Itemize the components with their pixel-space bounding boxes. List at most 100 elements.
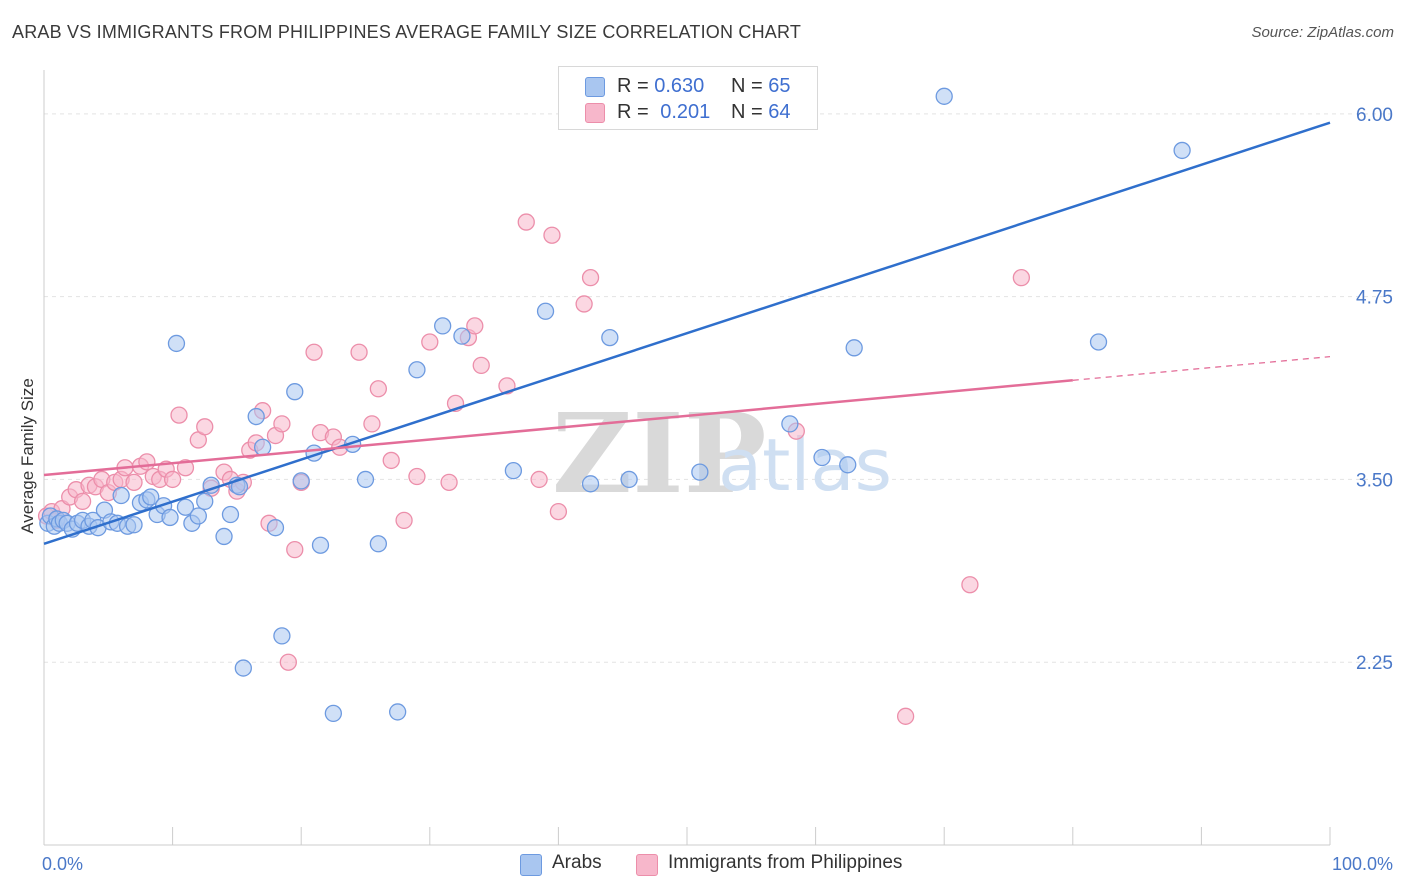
arabs-point-57 bbox=[813, 448, 831, 467]
philippines-point-46 bbox=[382, 451, 400, 470]
series-arabs bbox=[39, 87, 1191, 723]
arabs-point-31 bbox=[215, 527, 233, 546]
bottom-legend-swatch-arabs bbox=[520, 854, 542, 876]
arabs-point-61 bbox=[1089, 333, 1108, 351]
arabs-point-24 bbox=[161, 508, 179, 527]
chart-source: Source: ZipAtlas.com bbox=[1251, 24, 1394, 41]
philippines-point-58 bbox=[543, 226, 561, 244]
arabs-point-42 bbox=[324, 704, 343, 723]
arabs-point-50 bbox=[504, 462, 523, 480]
arabs-point-47 bbox=[408, 361, 426, 379]
bottom-legend-label-philippines: Immigrants from Philippines bbox=[668, 852, 903, 873]
axes bbox=[43, 70, 1331, 846]
arabs-point-46 bbox=[388, 703, 407, 721]
philippines-point-50 bbox=[440, 473, 458, 492]
philippines-point-44 bbox=[363, 415, 381, 433]
trendline-philippines bbox=[43, 379, 1073, 477]
arabs-point-53 bbox=[601, 328, 619, 347]
watermark-atlas: atlas bbox=[718, 423, 892, 507]
watermark: ZIP atlas bbox=[552, 389, 892, 518]
arabs-point-59 bbox=[845, 339, 863, 357]
philippines-point-21 bbox=[170, 406, 188, 424]
x-tick-label-min: 0.0% bbox=[42, 854, 83, 874]
philippines-point-45 bbox=[369, 380, 388, 398]
correlation-legend: R = 0.630 N = 65 R = 0.201 N = 64 bbox=[558, 66, 818, 130]
arabs-point-49 bbox=[453, 327, 471, 345]
arabs-point-54 bbox=[620, 470, 638, 489]
philippines-point-36 bbox=[279, 653, 297, 671]
philippines-point-48 bbox=[408, 467, 426, 486]
arabs-point-45 bbox=[369, 535, 388, 553]
philippines-point-59 bbox=[549, 502, 568, 521]
legend-n-philippines: N = 64 bbox=[731, 101, 791, 123]
philippines-point-60 bbox=[575, 295, 593, 313]
bottom-legend-label-arabs: Arabs bbox=[552, 852, 602, 873]
arabs-point-58 bbox=[839, 456, 857, 474]
legend-n-arabs: N = 65 bbox=[731, 75, 791, 97]
y-tick-label-2: 4.75 bbox=[1356, 288, 1393, 309]
arabs-point-34 bbox=[234, 659, 252, 677]
arabs-point-16 bbox=[112, 486, 130, 505]
arabs-point-37 bbox=[266, 519, 285, 537]
arabs-point-39 bbox=[292, 472, 310, 490]
philippines-point-61 bbox=[581, 268, 600, 287]
philippines-point-63 bbox=[896, 707, 915, 725]
arabs-point-48 bbox=[434, 317, 452, 335]
legend-r-philippines: R = 0.201 bbox=[617, 101, 711, 123]
philippines-point-56 bbox=[517, 213, 535, 231]
philippines-point-37 bbox=[286, 540, 304, 559]
arabs-point-55 bbox=[691, 463, 709, 481]
trendline-arabs bbox=[43, 121, 1331, 545]
arabs-point-21 bbox=[142, 488, 160, 506]
philippines-point-24 bbox=[196, 418, 214, 436]
arabs-point-62 bbox=[1173, 141, 1191, 160]
philippines-point-64 bbox=[961, 576, 979, 594]
philippines-point-65 bbox=[1012, 268, 1031, 287]
arabs-point-32 bbox=[221, 505, 240, 524]
grid-lines bbox=[44, 113, 1392, 663]
philippines-point-22 bbox=[176, 459, 195, 477]
philippines-point-16 bbox=[138, 453, 156, 471]
x-tick-label-max: 100.0% bbox=[1332, 854, 1393, 874]
y-tick-label-0: 2.25 bbox=[1356, 653, 1393, 674]
arabs-point-36 bbox=[253, 438, 272, 456]
trendline-philippines-extrapolated bbox=[1072, 355, 1331, 381]
y-axis-title: Average Family Size bbox=[18, 378, 37, 534]
watermark-zip: ZIP bbox=[552, 389, 766, 518]
arabs-point-44 bbox=[356, 470, 375, 489]
philippines-point-20 bbox=[163, 470, 182, 489]
arabs-point-35 bbox=[247, 407, 265, 426]
philippines-point-14 bbox=[125, 473, 143, 492]
philippines-point-49 bbox=[421, 333, 439, 351]
arabs-point-29 bbox=[196, 492, 214, 511]
arabs-point-56 bbox=[781, 415, 799, 433]
legend-r-arabs: R = 0.630 bbox=[617, 75, 705, 97]
arabs-point-51 bbox=[536, 302, 555, 320]
arabs-point-25 bbox=[167, 334, 186, 353]
philippines-point-6 bbox=[73, 492, 92, 511]
trendlines bbox=[43, 121, 1331, 545]
legend-swatch-philippines bbox=[585, 103, 605, 123]
arabs-point-18 bbox=[125, 516, 143, 534]
bottom-legend-swatch-philippines bbox=[636, 854, 658, 876]
y-tick-label-1: 3.50 bbox=[1356, 470, 1393, 491]
arabs-point-28 bbox=[189, 507, 207, 525]
philippines-point-54 bbox=[472, 356, 490, 375]
arabs-point-41 bbox=[311, 536, 330, 554]
arabs-point-26 bbox=[176, 498, 195, 516]
philippines-point-35 bbox=[273, 415, 291, 433]
arabs-point-52 bbox=[581, 475, 600, 493]
arabs-point-38 bbox=[286, 383, 304, 401]
y-tick-labels: 2.25 3.50 4.75 6.00 bbox=[1356, 105, 1393, 674]
philippines-point-53 bbox=[466, 317, 484, 335]
philippines-point-57 bbox=[530, 470, 548, 489]
philippines-point-39 bbox=[305, 343, 323, 361]
philippines-point-47 bbox=[395, 511, 413, 530]
arabs-point-63 bbox=[273, 627, 291, 645]
legend-swatch-arabs bbox=[585, 77, 605, 97]
arabs-point-60 bbox=[935, 87, 953, 105]
y-tick-label-3: 6.00 bbox=[1356, 105, 1393, 126]
philippines-point-43 bbox=[350, 343, 368, 361]
chart-title: ARAB VS IMMIGRANTS FROM PHILIPPINES AVER… bbox=[12, 22, 802, 42]
